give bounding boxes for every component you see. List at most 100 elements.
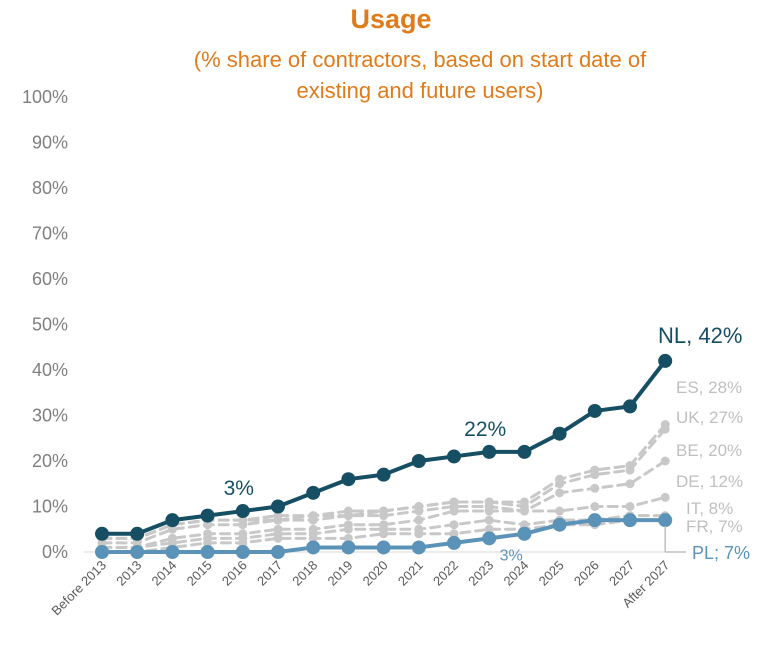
annotation-nl: 3% xyxy=(224,477,254,500)
data-point-be xyxy=(625,479,635,489)
data-point-nl xyxy=(306,485,321,500)
y-tick-label: 40% xyxy=(32,360,68,380)
data-point-be xyxy=(203,520,213,530)
data-point-pl xyxy=(623,513,637,528)
data-point-nl xyxy=(271,499,285,514)
x-tick-label: 2025 xyxy=(536,558,567,589)
data-point-pl xyxy=(552,517,567,532)
data-point-nl xyxy=(623,399,637,414)
data-point-pl xyxy=(517,526,532,541)
data-point-nl xyxy=(235,504,250,519)
data-point-nl xyxy=(658,353,673,368)
x-tick-label: 2023 xyxy=(465,558,496,589)
data-point-it xyxy=(484,515,494,525)
data-point-pl xyxy=(130,545,145,559)
y-tick-label: 10% xyxy=(32,497,68,517)
x-tick-label: 2013 xyxy=(113,558,144,589)
data-point-nl xyxy=(376,467,391,482)
data-point-fr xyxy=(203,538,213,548)
data-point-be xyxy=(555,488,565,498)
data-point-be xyxy=(590,483,600,493)
x-tick-label: 2014 xyxy=(148,558,179,589)
data-point-pl xyxy=(482,531,497,546)
x-tick-label: 2027 xyxy=(606,558,637,589)
chart-subtitle-line-2: existing and future users) xyxy=(296,78,544,103)
data-point-be xyxy=(308,515,318,525)
x-tick-label: 2017 xyxy=(254,558,285,589)
data-point-pl xyxy=(411,540,426,555)
y-tick-label: 90% xyxy=(32,133,68,153)
chart-subtitle: (% share of contractors, based on start … xyxy=(180,44,660,106)
y-tick-label: 20% xyxy=(32,451,68,471)
data-point-nl xyxy=(95,526,109,541)
data-point-uk xyxy=(555,479,565,489)
y-axis: 0% 10% 20% 30% 40% 50% 60% 70% 80% 90% 100% xyxy=(22,87,68,562)
data-point-pl xyxy=(165,545,180,559)
data-point-de xyxy=(555,506,565,516)
series-line-it xyxy=(100,514,667,549)
y-tick-label: 80% xyxy=(32,178,68,198)
data-point-pl xyxy=(587,513,602,528)
data-point-fr xyxy=(308,533,318,543)
data-point-pl xyxy=(376,540,391,555)
data-point-pl xyxy=(235,545,250,559)
data-point-pl xyxy=(200,545,215,559)
x-tick-label: 2018 xyxy=(289,558,320,589)
series-nl xyxy=(95,353,673,541)
end-label-it: IT, 8% xyxy=(686,499,733,518)
data-point-be xyxy=(414,506,424,516)
data-point-de xyxy=(660,492,670,502)
data-point-uk xyxy=(660,424,670,434)
end-label-be: BE, 20% xyxy=(676,441,742,460)
annotation-nl: 22% xyxy=(464,418,506,441)
data-point-pl xyxy=(658,513,673,528)
x-tick-label: 2026 xyxy=(571,558,602,589)
data-point-pl xyxy=(447,535,461,550)
data-point-nl xyxy=(552,426,567,441)
background-series-group xyxy=(97,420,670,557)
data-point-nl xyxy=(411,454,426,468)
y-tick-label: 50% xyxy=(32,315,68,335)
data-point-de xyxy=(625,502,635,511)
data-point-pl xyxy=(306,540,321,555)
y-tick-label: 70% xyxy=(32,224,68,244)
series-pl xyxy=(95,513,673,559)
data-point-be xyxy=(343,511,353,521)
data-point-nl xyxy=(482,444,497,459)
data-point-de xyxy=(414,515,424,525)
data-point-pl xyxy=(341,540,356,555)
end-label-es: ES, 28% xyxy=(676,378,742,397)
data-point-uk xyxy=(590,470,600,480)
data-point-fr xyxy=(414,529,424,539)
data-point-fr xyxy=(343,533,353,543)
data-point-de xyxy=(519,506,529,516)
data-point-pl xyxy=(95,545,109,559)
x-tick-label: 2015 xyxy=(184,558,215,589)
x-axis: Before 2013 2013 2014 2015 2016 2017 2018 2019 2… xyxy=(48,551,675,619)
data-point-de xyxy=(449,506,459,516)
data-point-nl xyxy=(165,513,180,528)
data-point-fr xyxy=(449,529,459,539)
data-point-be xyxy=(238,520,248,530)
highlighted-series-group xyxy=(95,353,673,559)
data-point-de xyxy=(590,502,600,511)
y-tick-label: 30% xyxy=(32,406,68,426)
data-point-nl xyxy=(517,444,532,459)
data-point-uk xyxy=(625,465,635,475)
y-tick-label: 0% xyxy=(42,542,68,562)
end-label-pl: PL; 7% xyxy=(692,543,750,563)
data-point-fr xyxy=(379,529,389,539)
data-point-nl xyxy=(447,449,461,464)
data-point-it xyxy=(343,524,353,534)
end-label-uk: UK, 27% xyxy=(676,408,743,427)
data-point-nl xyxy=(130,526,145,541)
data-point-fr xyxy=(273,533,283,543)
end-label-nl: NL, 42% xyxy=(658,323,742,348)
data-point-nl xyxy=(341,472,356,487)
end-label-de: DE, 12% xyxy=(676,472,743,491)
data-point-it xyxy=(449,520,459,530)
chart-title: Usage xyxy=(350,4,432,34)
x-tick-label: Before 2013 xyxy=(48,558,109,619)
data-point-de xyxy=(484,506,494,516)
